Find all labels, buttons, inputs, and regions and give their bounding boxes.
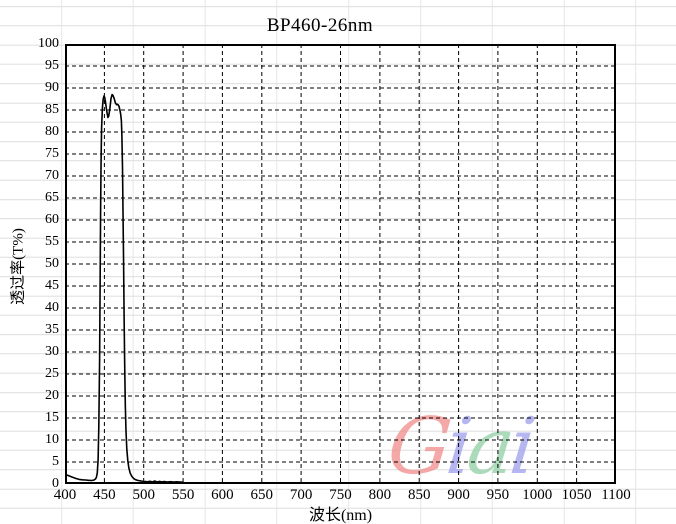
y-tick-label: 95	[45, 58, 59, 73]
x-tick-label: 950	[486, 487, 510, 503]
x-axis-title: 波长(nm)	[308, 507, 373, 524]
y-tick-label: 40	[45, 300, 59, 315]
x-tick-label: 650	[250, 487, 274, 503]
y-tick-label: 100	[38, 36, 59, 51]
x-tick-label: 850	[407, 487, 431, 503]
x-tick-label: 1100	[601, 487, 631, 503]
y-tick-label: 30	[45, 344, 59, 359]
x-tick-label: 550	[171, 487, 195, 503]
y-tick-label: 60	[45, 212, 59, 227]
x-tick-label: 750	[329, 487, 352, 503]
y-tick-label: 70	[45, 168, 59, 183]
y-tick-label: 50	[45, 256, 59, 271]
y-tick-label: 10	[45, 432, 59, 447]
x-tick-label: 800	[368, 487, 392, 503]
y-tick-label: 20	[45, 388, 59, 403]
y-tick-label: 90	[45, 80, 59, 95]
x-tick-label: 1000	[522, 487, 553, 503]
chart-title: BP460-26nm	[266, 15, 374, 36]
y-tick-label: 25	[45, 366, 59, 381]
plot-border	[65, 44, 616, 484]
y-axis-title: 透过率(T%)	[10, 228, 27, 305]
y-tick-label: 0	[52, 476, 59, 491]
y-tick-label: 75	[45, 146, 59, 161]
y-tick-label: 5	[52, 454, 59, 469]
x-tick-label: 500	[132, 487, 155, 503]
y-tick-label: 80	[45, 124, 59, 139]
plot-area	[65, 44, 616, 484]
y-tick-label: 45	[45, 278, 59, 293]
y-tick-label: 35	[45, 322, 59, 337]
x-tick-label: 900	[447, 487, 470, 503]
y-tick-label: 55	[45, 234, 59, 249]
transmission-curve	[65, 93, 184, 483]
x-tick-label: 600	[211, 487, 234, 503]
y-tick-label: 15	[45, 410, 59, 425]
x-tick-label: 700	[289, 487, 313, 503]
x-tick-label: 1050	[561, 487, 592, 503]
x-tick-label: 400	[53, 487, 77, 503]
y-tick-label: 65	[45, 190, 59, 205]
y-tick-label: 85	[45, 102, 59, 117]
x-tick-label: 450	[93, 487, 116, 503]
